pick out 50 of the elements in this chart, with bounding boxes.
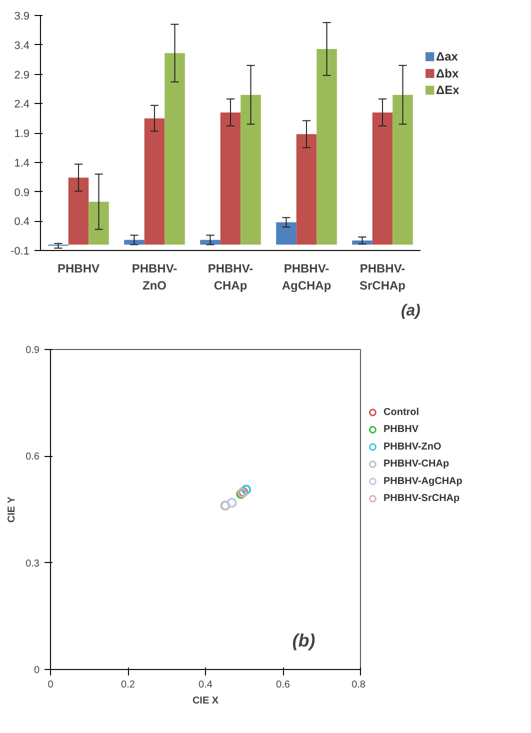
legend-label: PHBHV xyxy=(384,424,419,436)
bar xyxy=(392,94,413,245)
y-tick-label: 0.4 xyxy=(14,216,30,228)
y-tick-label: 2.9 xyxy=(14,69,30,82)
bar xyxy=(240,94,261,245)
annotation: (b) xyxy=(292,630,316,650)
legend-label: ΔEx xyxy=(436,83,460,98)
legend-label: PHBHV-ZnO xyxy=(384,441,442,452)
y-tick-label: 0.9 xyxy=(26,345,40,356)
point xyxy=(226,498,237,508)
y-tick-label: 0.9 xyxy=(14,186,30,199)
y-tick-label: 3.9 xyxy=(14,10,30,22)
legend-label: PHBHV-CHAp xyxy=(384,458,450,470)
legend-label: Δax xyxy=(436,50,458,64)
y-tick-label: -0.1 xyxy=(10,246,30,258)
legend-label: Δbx xyxy=(436,66,459,80)
bar xyxy=(88,202,109,245)
x-tick-label: 0.8 xyxy=(352,680,366,690)
legend-label: PHBHV-AgCHAp xyxy=(384,476,462,487)
y-tick-label: 2.4 xyxy=(14,98,30,111)
y-tick-label: 1.4 xyxy=(14,157,30,170)
x-tick-label: 0.4 xyxy=(198,680,213,690)
x-tick-label: 0 xyxy=(48,680,54,690)
bar xyxy=(372,112,393,245)
text: (a) xyxy=(400,302,421,320)
x-tick-label: PHBHV- SrCHAp xyxy=(360,262,406,292)
y-axis-title: CIE Y xyxy=(6,496,18,523)
bar xyxy=(68,178,89,245)
legend-label: Control xyxy=(384,407,420,418)
x-tick-label: 0.2 xyxy=(121,680,136,690)
y-tick-label: 0 xyxy=(34,665,40,676)
x-tick-label: PHBHV- CHAp xyxy=(208,262,254,292)
x-tick-label: PHBHV- AgCHAp xyxy=(282,262,332,292)
y-tick-label: 0.6 xyxy=(26,452,40,463)
x-tick-label: PHBHV xyxy=(57,262,100,276)
y-tick-label: 0.3 xyxy=(26,558,40,570)
bar xyxy=(144,118,165,245)
bar xyxy=(276,222,296,245)
point xyxy=(241,484,252,495)
bar xyxy=(164,53,185,245)
bar xyxy=(220,112,241,245)
bar xyxy=(296,134,317,245)
x-tick-label: PHBHV- ZnO xyxy=(132,262,178,292)
legend-label: PHBHV-SrCHAp xyxy=(384,493,460,504)
y-tick-label: 1.9 xyxy=(14,128,30,140)
x-tick-label: 0.6 xyxy=(276,680,290,690)
x-axis-title: CIE X xyxy=(192,696,219,706)
point xyxy=(220,500,230,511)
bar xyxy=(316,48,337,245)
y-tick-label: 3.4 xyxy=(14,40,30,52)
